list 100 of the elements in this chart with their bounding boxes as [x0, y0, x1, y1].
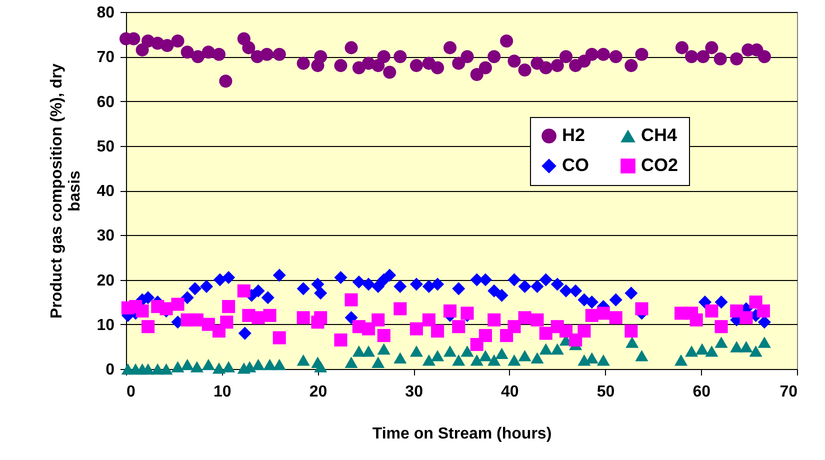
point — [222, 361, 236, 372]
point — [470, 354, 484, 366]
point — [508, 54, 521, 68]
point — [488, 354, 501, 366]
point — [585, 308, 598, 322]
x-tick-label: 60 — [692, 384, 711, 400]
point — [609, 50, 622, 64]
point — [730, 341, 744, 352]
point — [559, 324, 573, 338]
point — [578, 324, 591, 338]
point — [478, 61, 492, 74]
point — [460, 50, 474, 64]
point — [495, 288, 508, 302]
point — [685, 346, 698, 357]
point — [500, 34, 514, 48]
point — [609, 311, 622, 324]
point — [410, 346, 423, 357]
point — [171, 34, 184, 48]
point — [740, 311, 753, 324]
point — [696, 343, 709, 355]
point — [242, 41, 256, 54]
point — [191, 50, 204, 64]
point — [635, 350, 648, 362]
point — [222, 271, 236, 284]
point — [758, 50, 771, 64]
point — [272, 358, 286, 370]
point — [136, 43, 149, 56]
point — [362, 322, 376, 336]
y-tick-label: 20 — [96, 272, 115, 290]
point — [263, 358, 276, 370]
point — [596, 354, 610, 366]
point — [452, 282, 466, 296]
point — [740, 341, 753, 352]
point — [372, 356, 385, 368]
point — [260, 48, 274, 61]
point — [539, 326, 552, 340]
y-tick-label: 70 — [96, 49, 115, 66]
point — [705, 346, 718, 357]
point — [314, 50, 328, 64]
point — [443, 346, 457, 357]
point — [530, 313, 544, 326]
point — [334, 333, 348, 347]
point — [344, 41, 358, 54]
point — [252, 358, 265, 370]
point — [626, 336, 639, 348]
point — [261, 291, 274, 304]
point — [452, 354, 466, 366]
point — [296, 354, 310, 366]
point — [296, 56, 310, 70]
legend-label: CH4 — [641, 125, 678, 145]
y-tick-label: 10 — [96, 316, 115, 334]
point — [585, 296, 598, 309]
point — [314, 361, 328, 372]
point — [559, 50, 573, 64]
point — [685, 50, 698, 64]
point — [252, 311, 265, 324]
point — [609, 293, 622, 306]
point — [180, 358, 194, 370]
point — [488, 50, 501, 64]
point — [478, 329, 492, 342]
y-tick-label: 30 — [96, 228, 115, 245]
point — [596, 306, 610, 320]
point — [394, 280, 407, 293]
point — [142, 363, 155, 375]
point — [758, 336, 771, 348]
point — [160, 38, 174, 52]
point — [431, 324, 444, 338]
point — [372, 313, 385, 326]
point — [136, 304, 149, 318]
point — [220, 316, 234, 329]
point — [377, 329, 390, 342]
legend-label: CO — [562, 155, 589, 175]
point — [352, 275, 366, 288]
point — [488, 313, 501, 326]
point — [539, 343, 552, 355]
y-tick-label: 0 — [106, 362, 115, 378]
point — [431, 278, 444, 291]
x-tick-label: 10 — [213, 384, 232, 400]
point — [362, 346, 376, 357]
point — [749, 346, 762, 357]
point — [272, 331, 286, 344]
point — [296, 282, 310, 296]
legend-label: H2 — [562, 125, 586, 145]
point — [705, 304, 718, 318]
point — [443, 41, 457, 54]
point — [714, 52, 727, 66]
point — [212, 362, 226, 374]
point — [200, 280, 214, 293]
point — [142, 320, 155, 334]
point — [410, 59, 423, 72]
point — [202, 358, 215, 370]
y-tick-label: 60 — [96, 94, 115, 111]
x-tick-label: 70 — [780, 384, 798, 400]
point — [160, 363, 173, 375]
point — [559, 284, 573, 298]
point — [470, 68, 484, 81]
point — [237, 284, 250, 298]
legend-label: CO2 — [641, 155, 678, 175]
x-tick-label: 0 — [126, 384, 136, 400]
point — [518, 350, 532, 362]
